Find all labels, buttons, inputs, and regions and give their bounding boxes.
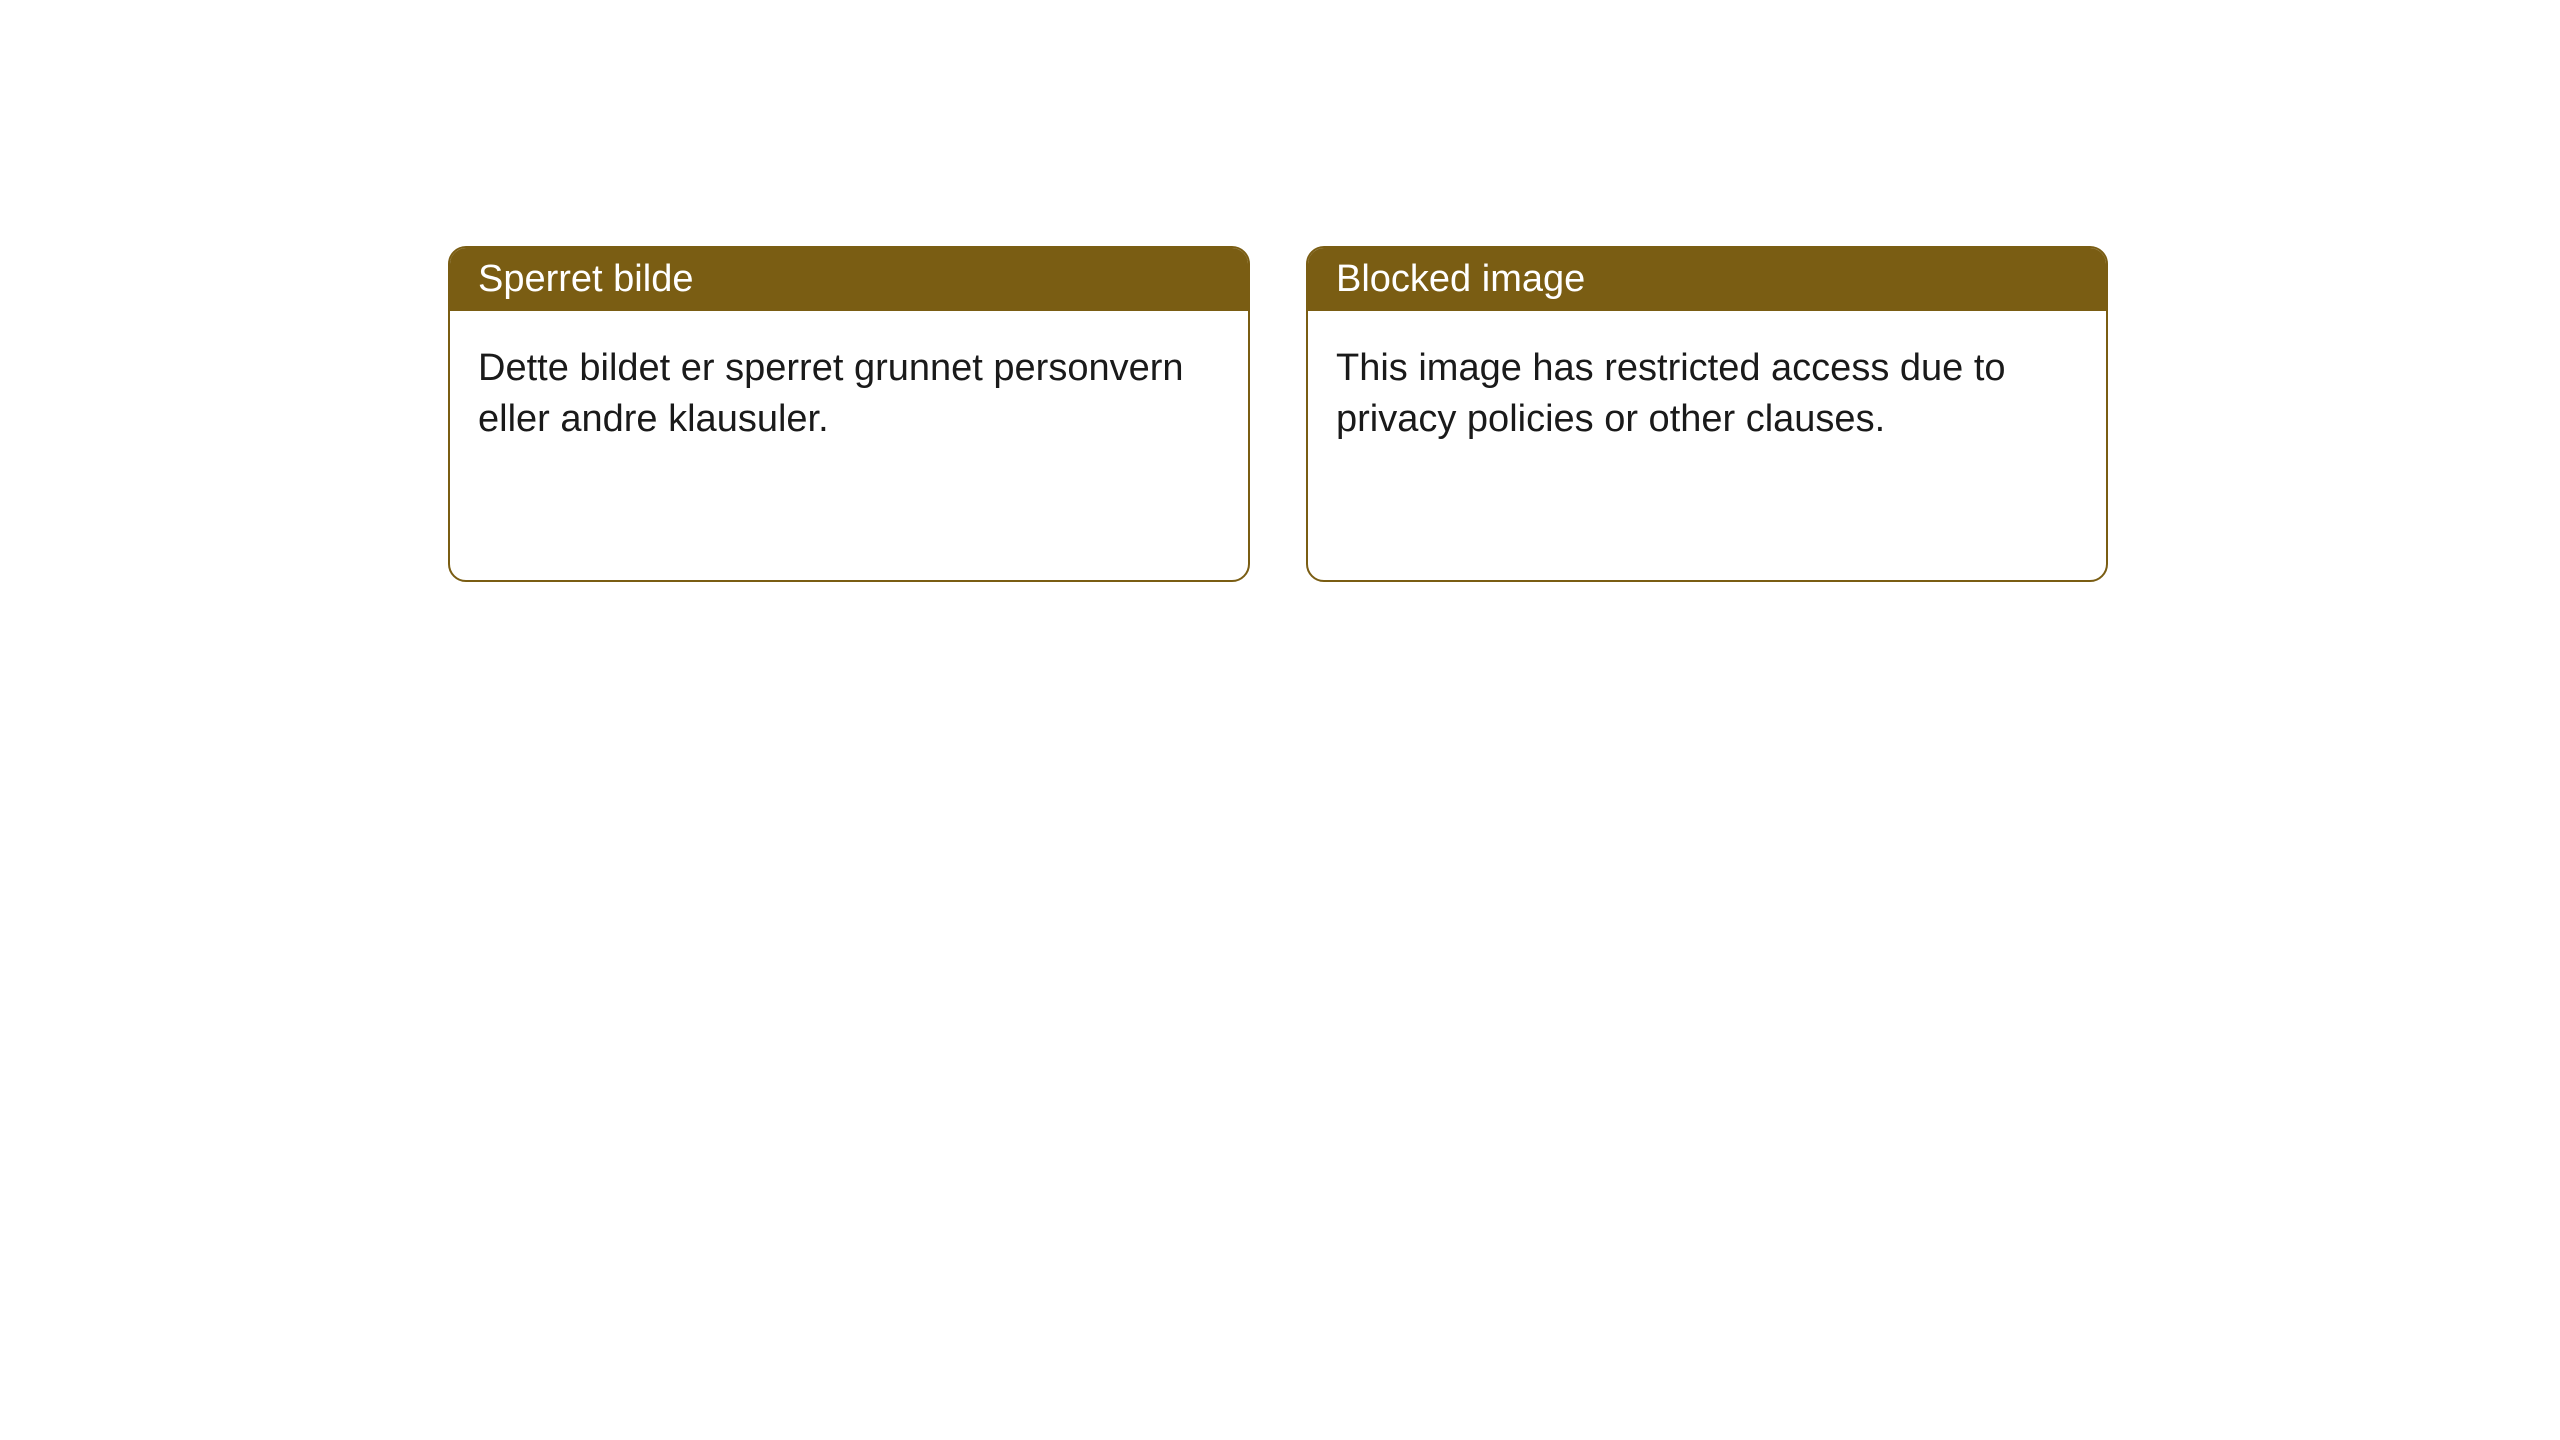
notice-header: Blocked image xyxy=(1308,248,2106,311)
notice-card-english: Blocked image This image has restricted … xyxy=(1306,246,2108,582)
notice-body: Dette bildet er sperret grunnet personve… xyxy=(450,311,1248,478)
notice-header: Sperret bilde xyxy=(450,248,1248,311)
notice-card-norwegian: Sperret bilde Dette bildet er sperret gr… xyxy=(448,246,1250,582)
notice-container: Sperret bilde Dette bildet er sperret gr… xyxy=(0,0,2560,582)
notice-body: This image has restricted access due to … xyxy=(1308,311,2106,478)
